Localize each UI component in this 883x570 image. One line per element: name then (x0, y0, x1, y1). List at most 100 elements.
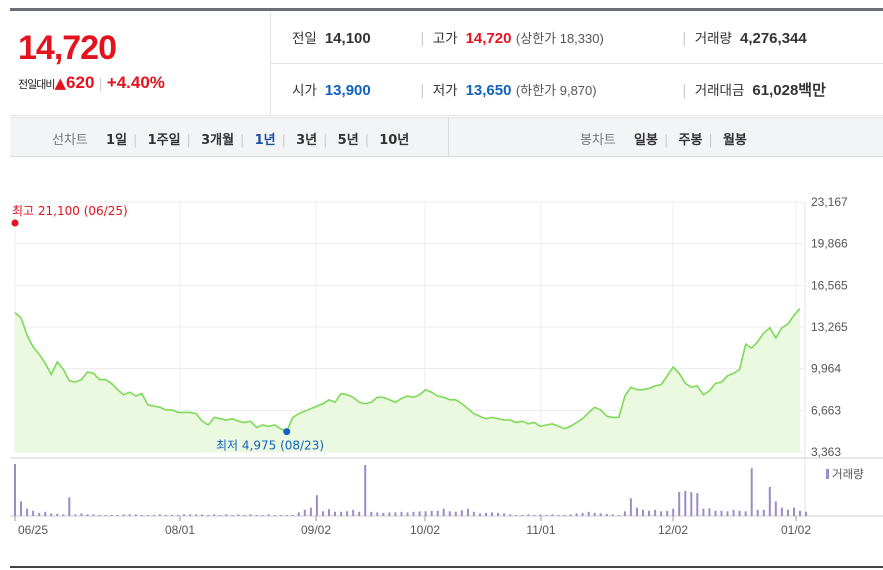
volume-bar (491, 512, 493, 516)
change-rate: +4.40% (106, 73, 165, 92)
volume-bar (563, 515, 566, 516)
low-value: 13,650 (465, 82, 512, 99)
volume-bar (279, 515, 282, 516)
volume-bar (533, 515, 536, 516)
y-tick-label: 13,265 (811, 320, 848, 334)
tab-1d[interactable]: 1일 (106, 133, 128, 148)
tabs-divider (448, 118, 449, 156)
volume-bar (201, 514, 204, 516)
prev-close: 전일 14,100 (292, 27, 371, 47)
volume-bar (128, 514, 131, 516)
volume-bar (309, 507, 312, 516)
volume-bar (370, 511, 373, 516)
volume-bar (690, 492, 693, 516)
volume-bar (454, 511, 457, 516)
up-arrow-icon: ▲ (54, 74, 67, 92)
bottom-divider (10, 566, 883, 568)
tab-1y[interactable]: 1년 (254, 133, 276, 148)
volume-bar (539, 514, 542, 516)
volume-bar (346, 511, 349, 516)
x-tick-label: 12/02 (658, 523, 688, 537)
price-line (14, 308, 801, 433)
open-price: 시가 13,900 (292, 79, 371, 99)
price-chart: 23,16719,86616,56513,2659,9646,6633,363 … (10, 195, 883, 537)
max-point (11, 219, 19, 227)
tab-1w[interactable]: 1주일 (147, 133, 181, 148)
volume-bar (406, 512, 409, 516)
y-tick-label: 16,565 (811, 278, 848, 292)
volume-bar (527, 514, 530, 516)
volume-bar (165, 515, 167, 516)
volume-bar (98, 515, 101, 516)
volume-bar (678, 492, 681, 516)
line-chart-tabs: 선차트 1일 | 1주일 | 3개월 | 1년 | 3년 | 5년 | 10년 (52, 129, 415, 148)
volume-bar (177, 515, 179, 516)
volume-bar (611, 514, 614, 516)
volume-bar (768, 486, 771, 516)
volume-bar (328, 509, 330, 516)
volume-value: 4,276,344 (739, 30, 807, 47)
volume-bar (648, 510, 650, 516)
volume-bar (358, 511, 361, 516)
quote-panel: 14,720 전일대비▲620 | +4.40% 전일 14,100 | 고가 14,72… (10, 11, 883, 116)
tab-3y[interactable]: 3년 (296, 133, 318, 148)
volume-bar (497, 512, 500, 516)
volume-bar (732, 509, 735, 516)
volume-bar (231, 515, 234, 516)
volume-bar (352, 509, 355, 516)
volume-bar (334, 511, 336, 516)
current-price: 14,720 (18, 29, 117, 67)
volume-bar (297, 512, 300, 516)
volume-bar (460, 510, 463, 516)
volume-bar (26, 508, 29, 516)
volume-bar (605, 513, 608, 516)
volume-bar (466, 508, 469, 516)
volume-bar (448, 511, 451, 516)
tab-3m[interactable]: 3개월 (201, 133, 235, 148)
volume-bar (243, 515, 246, 516)
y-tick-label: 9,964 (811, 362, 841, 376)
volume-bar (750, 468, 753, 516)
volume-bar (340, 511, 343, 516)
tab-weekly[interactable]: 주봉 (678, 133, 703, 148)
volume-bar (92, 514, 95, 516)
quote-row-2: 시가 13,900 | 저가 13,650 (하한가 9,870) | 거래대금 61,0… (270, 63, 883, 115)
high-value: 14,720 (465, 30, 512, 47)
volume: | 거래량 4,276,344 (682, 30, 807, 47)
volume-bar (720, 510, 723, 516)
volume-bar (62, 514, 65, 516)
chart-tabs: 선차트 1일 | 1주일 | 3개월 | 1년 | 3년 | 5년 | 10년 봉차트 일봉… (10, 117, 883, 157)
y-tick-label: 19,866 (811, 237, 848, 251)
volume-label: 거래량 (694, 31, 732, 47)
volume-bar (273, 515, 276, 516)
volume-bar (575, 513, 578, 516)
open-label: 시가 (292, 83, 317, 99)
volume-bar (436, 510, 439, 516)
tab-monthly[interactable]: 월봉 (722, 133, 747, 148)
volume-bar (364, 465, 367, 516)
volume-bar (509, 514, 512, 516)
tab-10y[interactable]: 10년 (379, 133, 410, 148)
prev-close-label: 전일 (292, 31, 317, 47)
volume-bar (774, 501, 777, 516)
trade-value-value: 61,028 (752, 82, 799, 99)
change-label: 전일대비 (18, 78, 55, 91)
upper-limit: (상한가 18,330) (515, 31, 604, 46)
volume-bar (430, 510, 433, 516)
volume-bar (104, 515, 107, 516)
price-area (15, 308, 800, 452)
volume-bar (485, 512, 487, 516)
volume-bar (666, 510, 669, 516)
x-tick-label: 06/25 (18, 523, 48, 537)
quote-row-1: 전일 14,100 | 고가 14,720 (상한가 18,330) | 거래량 4,27… (270, 11, 883, 64)
tab-daily[interactable]: 일봉 (634, 133, 658, 148)
volume-bar (14, 464, 16, 516)
volume-bar (617, 515, 620, 516)
volume-bar (696, 493, 699, 516)
volume-bar (442, 508, 445, 516)
prev-close-value: 14,100 (324, 30, 371, 47)
tab-5y[interactable]: 5년 (337, 133, 359, 148)
volume-legend-label: 거래량 (832, 467, 864, 481)
volume-bar (261, 515, 264, 516)
x-tick-label: 11/01 (526, 523, 555, 537)
